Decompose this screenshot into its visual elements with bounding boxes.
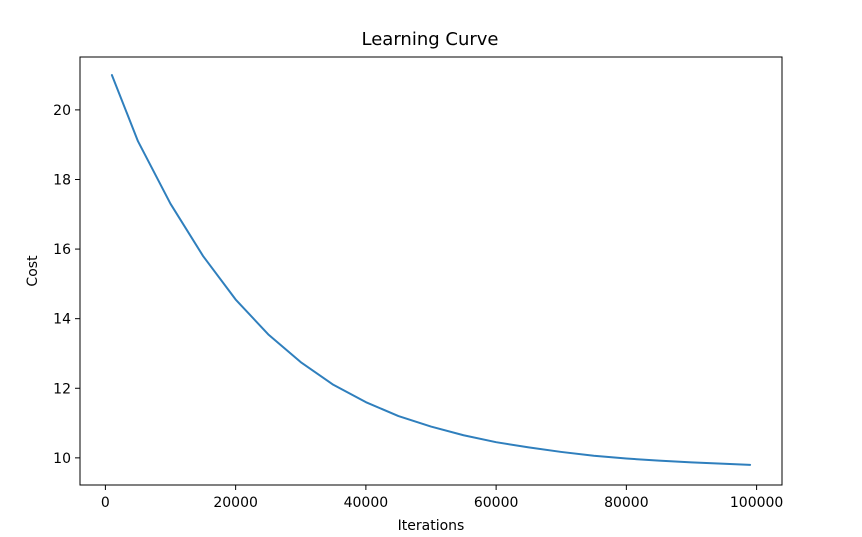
- y-tick-label: 20: [53, 103, 71, 119]
- chart-title: Learning Curve: [362, 29, 499, 50]
- x-tick-label: 0: [101, 495, 110, 511]
- y-tick-label: 10: [53, 451, 71, 467]
- y-tick-label: 12: [53, 381, 71, 397]
- y-tick-label: 18: [53, 172, 71, 188]
- x-tick-label: 40000: [344, 495, 389, 511]
- x-tick-label: 100000: [730, 495, 783, 511]
- y-axis-label: Cost: [25, 255, 41, 287]
- x-axis-label: Iterations: [398, 518, 465, 534]
- learning-curve-line: [110, 74, 752, 466]
- plot-frame: [79, 56, 783, 486]
- y-axis: 10 12 14 16 18 20: [53, 103, 80, 467]
- x-axis: 0 20000 40000 60000 80000 100000: [101, 485, 783, 511]
- x-tick-label: 60000: [474, 495, 519, 511]
- x-tick-label: 80000: [604, 495, 649, 511]
- y-tick-label: 16: [53, 242, 71, 258]
- x-tick-label: 20000: [213, 495, 258, 511]
- y-tick-label: 14: [53, 312, 71, 328]
